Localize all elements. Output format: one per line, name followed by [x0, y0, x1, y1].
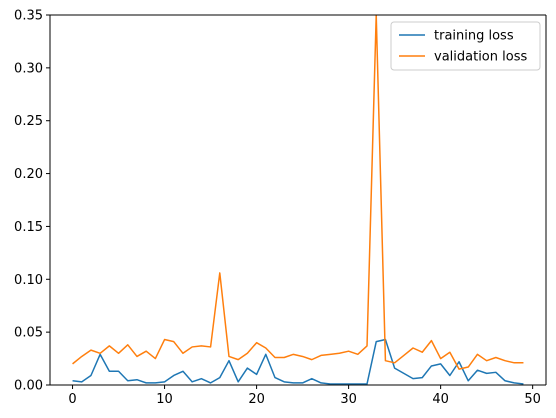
- y-axis-ticks: 0.00 0.05 0.10 0.15 0.20 0.25 0.30 0.35: [14, 9, 50, 394]
- x-tick-label: 30: [340, 392, 357, 407]
- plot-frame: [50, 15, 546, 385]
- x-tick-label: 50: [524, 392, 541, 407]
- series-layer: [72, 15, 524, 385]
- y-tick-label: 0.15: [14, 220, 43, 235]
- series-line-training-loss: [72, 338, 524, 385]
- legend-label: validation loss: [434, 50, 527, 65]
- y-tick-label: 0.10: [14, 273, 43, 288]
- x-tick-label: 20: [248, 392, 265, 407]
- x-tick-label: 0: [68, 392, 76, 407]
- y-tick-label: 0.25: [14, 114, 43, 129]
- plot-area: 0 10 20 30 40 50 0.00 0.05 0.10 0.15 0.20 0.25 0.30…: [14, 9, 547, 407]
- x-tick-label: 40: [432, 392, 449, 407]
- series-line-validation-loss: [72, 15, 524, 370]
- y-tick-label: 0.30: [14, 61, 43, 76]
- y-tick-label: 0.35: [14, 9, 43, 24]
- legend-box: [390, 21, 541, 71]
- legend: training loss validation loss: [390, 21, 541, 71]
- x-axis-ticks: 0 10 20 30 40 50: [68, 385, 541, 407]
- x-tick-label: 10: [156, 392, 173, 407]
- axes-spines: [49, 14, 547, 386]
- y-tick-label: 0.00: [14, 379, 43, 394]
- y-tick-label: 0.20: [14, 167, 43, 182]
- legend-label: training loss: [434, 29, 514, 44]
- y-tick-label: 0.05: [14, 326, 43, 341]
